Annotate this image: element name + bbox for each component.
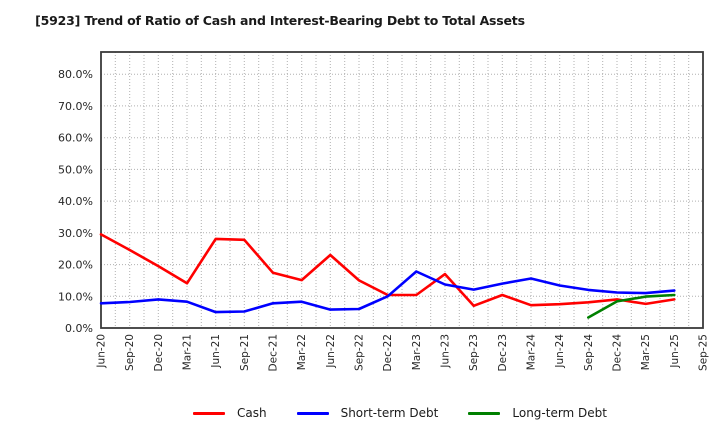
- x-tick-label: Mar-25: [640, 334, 652, 370]
- x-tick-label: Jun-20: [96, 334, 108, 369]
- x-tick-label: Sep-20: [124, 334, 136, 371]
- x-tick-label: Jun-23: [440, 334, 452, 369]
- y-tick-label: 60.0%: [58, 132, 93, 145]
- x-tick-label: Jun-25: [669, 334, 681, 369]
- cash-line-swatch: [192, 411, 225, 415]
- legend-label: Short-term Debt: [340, 406, 439, 420]
- y-tick-label: 40.0%: [58, 195, 93, 208]
- chart-title: [5923] Trend of Ratio of Cash and Intere…: [35, 13, 525, 28]
- y-tick-label: 50.0%: [58, 163, 93, 176]
- series-line-long-term-debt: [587, 293, 676, 319]
- legend-item-cash: Cash: [192, 406, 267, 420]
- x-tick-label: Jun-24: [554, 334, 566, 369]
- x-tick-label: Sep-25: [698, 334, 710, 371]
- x-tick-label: Sep-24: [583, 334, 595, 371]
- legend-item-short-term-debt: Short-term Debt: [296, 406, 439, 420]
- x-tick-label: Dec-22: [382, 334, 394, 371]
- x-tick-label: Dec-20: [153, 334, 165, 371]
- y-tick-label: 10.0%: [58, 290, 93, 303]
- y-tick-label: 0.0%: [65, 322, 93, 335]
- long-term-debt-line-swatch: [468, 411, 501, 415]
- y-tick-label: 80.0%: [58, 68, 93, 81]
- legend-label: Cash: [236, 406, 267, 420]
- plot-border: [100, 51, 704, 329]
- x-tick-label: Dec-21: [268, 334, 280, 371]
- x-tick-label: Mar-21: [182, 334, 194, 370]
- x-tick-label: Sep-22: [354, 334, 366, 371]
- x-tick-label: Mar-22: [296, 334, 308, 370]
- short-term-debt-line-swatch: [296, 411, 329, 415]
- x-tick-label: Sep-21: [239, 334, 251, 371]
- y-tick-label: 30.0%: [58, 227, 93, 240]
- x-tick-label: Dec-24: [612, 334, 624, 372]
- y-tick-label: 70.0%: [58, 100, 93, 113]
- x-tick-label: Mar-23: [411, 334, 423, 370]
- x-tick-label: Mar-24: [526, 334, 538, 371]
- x-tick-label: Jun-21: [210, 334, 222, 369]
- y-tick-label: 20.0%: [58, 259, 93, 272]
- legend-item-long-term-debt: Long-term Debt: [468, 406, 607, 420]
- x-tick-label: Sep-23: [468, 334, 480, 371]
- series-line-short-term-debt: [99, 270, 676, 314]
- legend-label: Long-term Debt: [512, 406, 608, 420]
- chart-legend: Cash Short-term Debt Long-term Debt: [80, 406, 720, 420]
- x-tick-label: Dec-23: [497, 334, 509, 371]
- x-tick-label: Jun-22: [325, 334, 337, 369]
